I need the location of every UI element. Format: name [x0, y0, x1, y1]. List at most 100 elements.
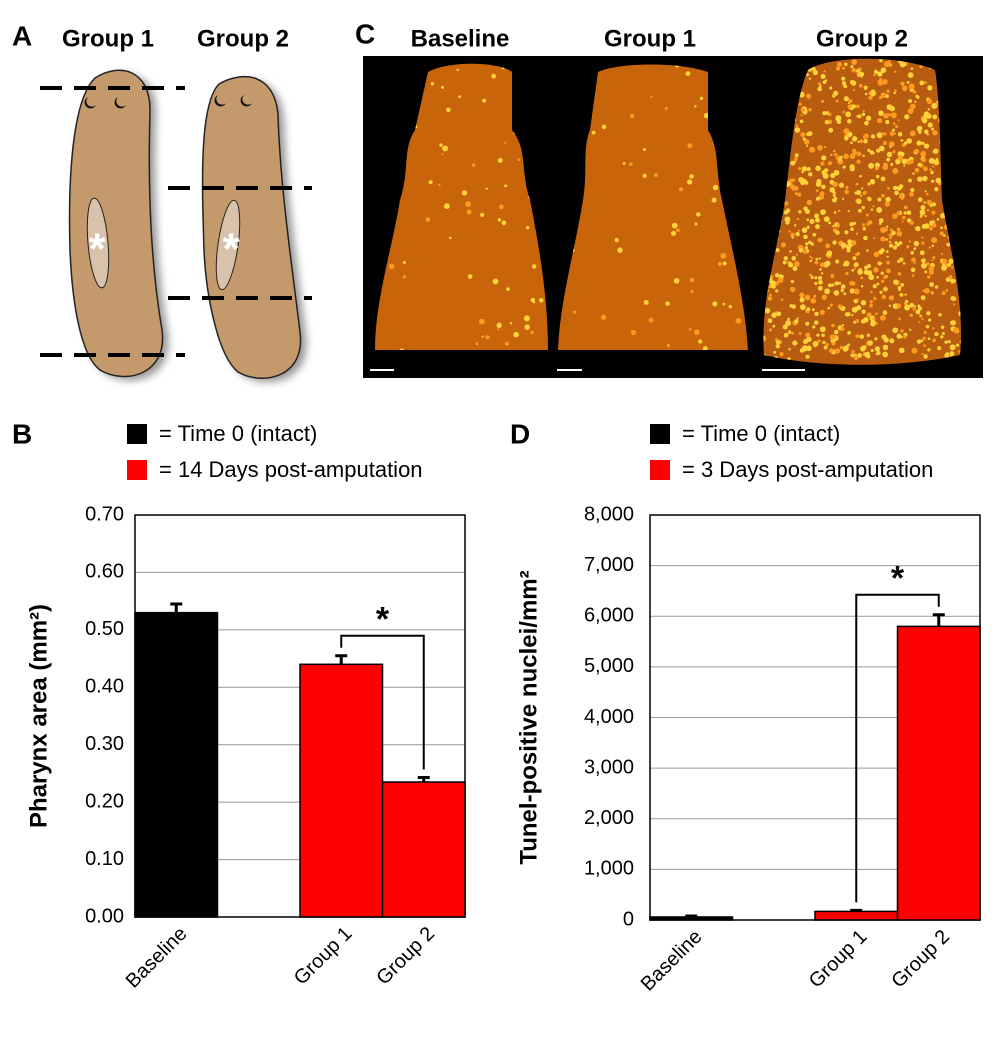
group-title: Group 2	[197, 25, 289, 52]
nucleus	[920, 262, 927, 269]
nucleus	[780, 298, 784, 302]
nucleus	[908, 99, 913, 104]
nucleus	[600, 314, 607, 320]
nucleus	[873, 251, 880, 258]
nucleus	[844, 189, 850, 195]
nucleus	[783, 332, 789, 338]
nucleus	[828, 112, 832, 117]
group-title: Group 1	[62, 25, 154, 52]
nucleus	[806, 218, 810, 221]
nucleus	[492, 278, 499, 285]
nucleus	[851, 240, 857, 246]
nucleus	[907, 72, 914, 78]
nucleus	[870, 319, 876, 326]
nucleus	[806, 310, 810, 314]
nucleus	[475, 342, 479, 346]
nucleus	[860, 319, 866, 324]
nucleus	[906, 138, 912, 144]
nucleus	[840, 326, 845, 331]
nucleus	[847, 119, 852, 124]
nucleus	[868, 95, 873, 100]
nucleus	[793, 160, 796, 164]
nucleus	[919, 250, 925, 256]
nucleus	[843, 96, 849, 102]
nucleus	[951, 266, 954, 269]
nucleus	[894, 241, 898, 245]
nucleus	[881, 294, 887, 300]
nucleus	[899, 193, 904, 199]
nucleus	[764, 307, 771, 314]
nucleus	[829, 86, 833, 90]
nucleus	[530, 330, 534, 335]
nucleus	[497, 218, 501, 222]
nucleus	[893, 279, 899, 285]
nucleus	[809, 255, 812, 258]
nucleus	[950, 280, 954, 284]
nucleus	[929, 203, 933, 208]
nucleus	[882, 79, 888, 85]
nucleus	[879, 145, 885, 152]
nucleus	[931, 259, 934, 262]
nucleus	[932, 165, 935, 168]
nucleus	[800, 107, 805, 113]
nucleus	[927, 108, 930, 111]
nucleus	[820, 272, 824, 275]
nucleus	[919, 214, 923, 218]
nucleus	[906, 245, 910, 249]
nucleus	[931, 244, 935, 247]
nucleus	[530, 297, 536, 303]
y-tick-label: 0.00	[85, 905, 124, 927]
nucleus	[648, 317, 654, 323]
nucleus	[839, 155, 843, 159]
nucleus	[896, 227, 901, 232]
nucleus	[841, 66, 845, 70]
nucleus	[876, 207, 883, 213]
nucleus	[885, 268, 891, 274]
nucleus	[914, 100, 917, 103]
nucleus	[809, 218, 815, 224]
nucleus	[880, 67, 887, 74]
nucleus	[466, 209, 472, 215]
nucleus	[901, 215, 906, 220]
nucleus	[914, 167, 920, 173]
nucleus	[888, 295, 895, 301]
y-tick-label: 0.40	[85, 676, 124, 698]
nucleus	[791, 256, 797, 261]
nucleus	[897, 155, 904, 161]
nucleus	[814, 321, 818, 325]
nucleus	[885, 119, 890, 125]
nucleus	[805, 354, 810, 359]
nucleus	[928, 265, 934, 272]
nucleus	[438, 183, 441, 187]
nucleus	[893, 70, 897, 74]
nucleus	[850, 65, 854, 69]
nucleus	[863, 138, 868, 144]
nucleus	[670, 230, 676, 236]
legend-label: = 14 Days post-amputation	[159, 457, 423, 482]
nucleus	[774, 273, 780, 278]
nucleus	[806, 307, 811, 312]
nucleus	[804, 180, 809, 185]
nucleus	[673, 278, 680, 284]
nucleus	[876, 350, 881, 355]
nucleus	[617, 247, 623, 253]
nucleus	[926, 98, 933, 105]
nucleus	[910, 267, 916, 273]
nucleus	[851, 268, 855, 272]
nucleus	[846, 343, 850, 347]
nucleus	[897, 285, 902, 290]
nucleus	[932, 149, 937, 154]
nucleus	[928, 269, 934, 275]
nucleus	[830, 274, 835, 279]
nucleus	[788, 230, 791, 233]
nucleus	[869, 300, 873, 304]
nucleus	[907, 108, 914, 114]
nucleus	[893, 132, 897, 135]
nucleus	[928, 246, 932, 249]
nucleus	[886, 151, 893, 158]
significance-bracket	[855, 593, 940, 903]
nucleus	[818, 280, 823, 285]
nucleus	[892, 185, 898, 191]
nucleus	[485, 187, 488, 190]
nucleus	[694, 329, 700, 336]
